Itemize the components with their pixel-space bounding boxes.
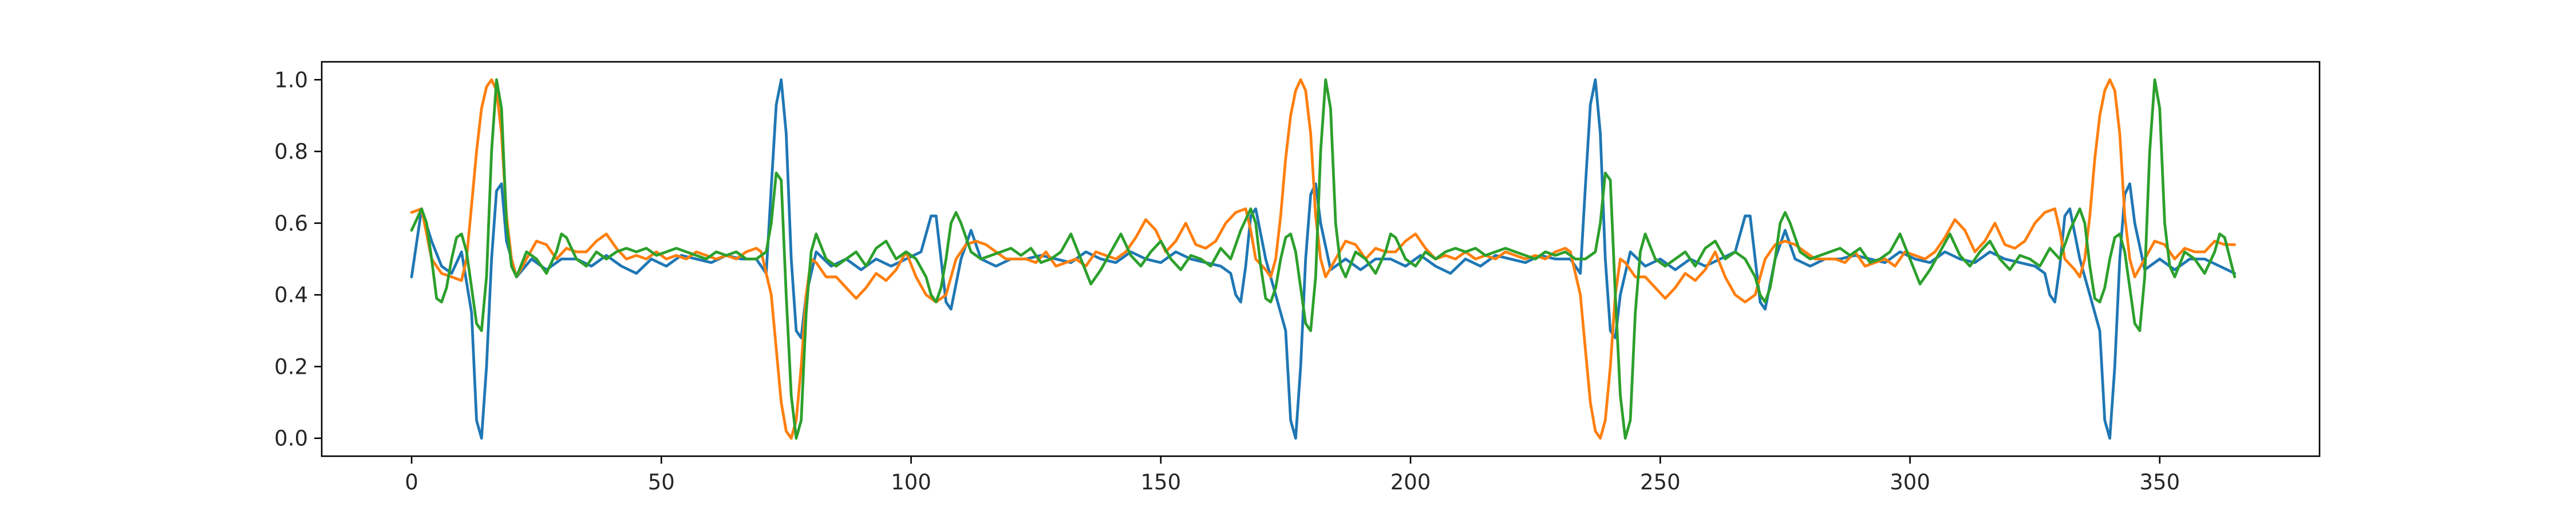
y-tick-label: 0.2 [274,354,308,379]
x-tick-label: 150 [1140,470,1181,495]
y-tick-label: 0.0 [274,426,308,451]
series-layer [410,78,2237,440]
y-tick-label: 0.8 [274,140,308,164]
y-tick-label: 0.6 [274,211,308,236]
y-axis-ticks: 0.0 0.2 0.4 0.6 0.8 1.0 [274,68,322,451]
x-tick-label: 200 [1390,470,1431,495]
x-tick-label: 250 [1640,470,1681,495]
x-tick-label: 50 [648,470,675,495]
x-tick-label: 350 [2139,470,2180,495]
y-tick-label: 1.0 [274,68,308,92]
x-tick-label: 0 [405,470,418,495]
series-line-2 [410,78,2237,440]
x-tick-label: 100 [891,470,931,495]
series-line-3 [410,78,2237,440]
axes-frame [321,61,2321,457]
y-tick-label: 0.4 [274,283,308,307]
x-tick-label: 300 [1890,470,1930,495]
x-axis-ticks: 0 50 100 150 200 250 300 350 [405,456,2180,495]
